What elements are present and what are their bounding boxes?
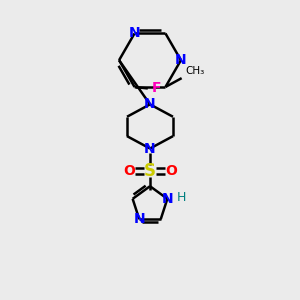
Text: H: H [177,191,186,204]
Text: CH₃: CH₃ [185,66,204,76]
Text: N: N [175,53,187,67]
Text: O: O [165,164,177,178]
Text: O: O [123,164,135,178]
Text: F: F [152,81,162,95]
Text: S: S [144,162,156,180]
Text: N: N [144,98,156,111]
Text: N: N [144,142,156,155]
Text: N: N [129,26,140,40]
Text: N: N [134,212,145,226]
Text: N: N [161,192,173,206]
